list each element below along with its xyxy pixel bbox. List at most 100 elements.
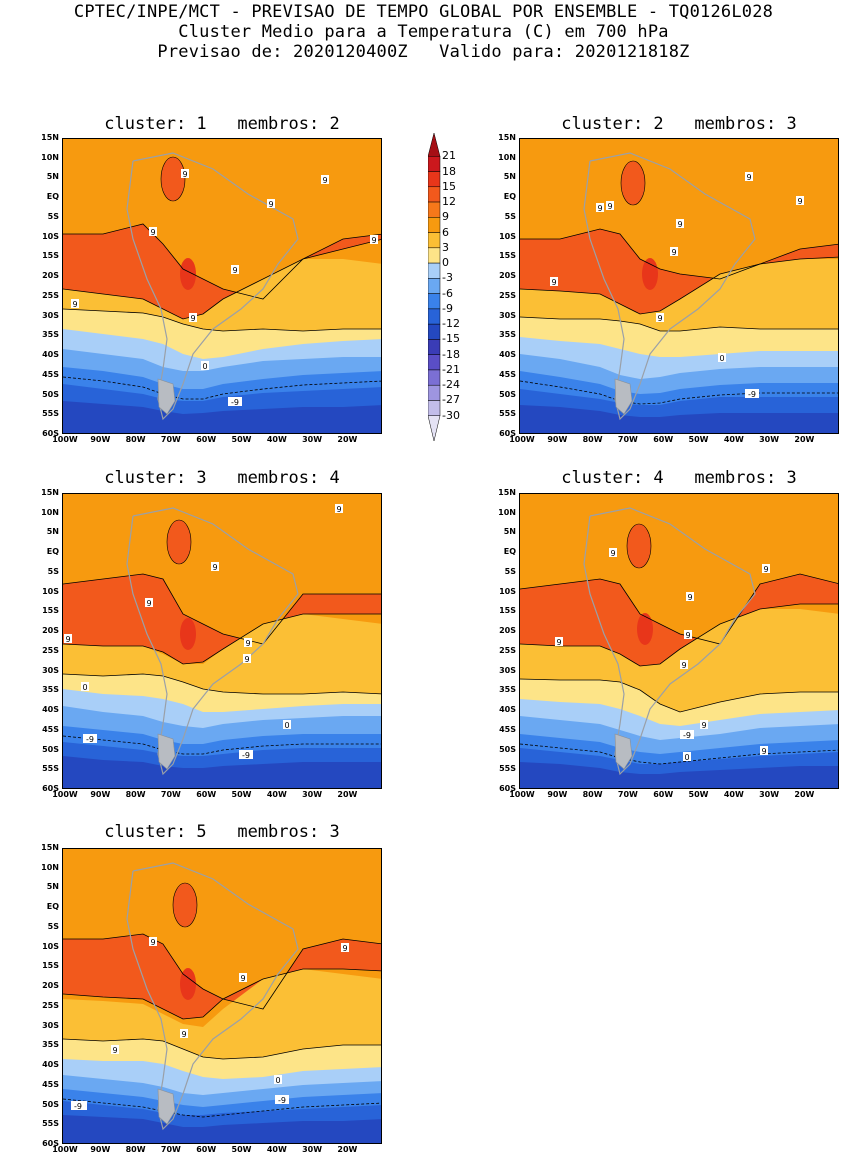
longitude-label: 90W xyxy=(90,435,111,444)
panel-title-5: cluster: 5 membros: 3 xyxy=(104,822,340,842)
contour-label: 9 xyxy=(341,943,349,953)
contour-label: -9 xyxy=(228,397,242,407)
longitude-label: 40W xyxy=(266,435,287,444)
warm-core xyxy=(180,618,196,650)
svg-text:0: 0 xyxy=(684,753,689,762)
latitude-label: 10S xyxy=(499,586,516,596)
latitude-label: EQ xyxy=(46,902,59,912)
latitude-label: 60S xyxy=(42,784,59,793)
coastline xyxy=(583,152,756,421)
warm-core xyxy=(637,613,653,645)
longitude-label: 100W xyxy=(509,790,535,799)
contour-label: 9 xyxy=(796,196,804,206)
svg-text:9: 9 xyxy=(112,1046,117,1055)
latitude-label: 55S xyxy=(499,409,516,419)
colorbar-swatch xyxy=(427,339,441,355)
svg-text:9: 9 xyxy=(240,974,245,983)
contour-0 xyxy=(520,316,838,332)
coastline xyxy=(126,862,299,1131)
svg-text:9: 9 xyxy=(597,204,602,213)
contour-label: 9 xyxy=(71,299,79,309)
contour-label: 9 xyxy=(370,235,378,245)
latitude-label: 30S xyxy=(499,310,516,320)
svg-text:9: 9 xyxy=(181,1030,186,1039)
latitude-label: 10N xyxy=(498,507,516,517)
latitude-label: 60S xyxy=(42,429,59,438)
latitude-label: 45S xyxy=(42,1079,59,1089)
contour-0 xyxy=(520,678,838,713)
latitude-label: 5N xyxy=(503,527,516,537)
contour-label: 9 xyxy=(244,638,252,648)
latitude-label: 40S xyxy=(42,1060,59,1070)
longitude-label: 80W xyxy=(582,790,603,799)
band-minus15-minus12 xyxy=(63,401,381,433)
longitude-label: 40W xyxy=(723,435,744,444)
map-panel-3: 9 9 9 9 9 9 0 0 -9 -9 15N 10N 5N EQ 5S 10S 15S 20S 25S 30S 3… xyxy=(41,488,382,799)
latitude-label: 25S xyxy=(42,1000,59,1010)
svg-text:9: 9 xyxy=(65,635,70,644)
temperature-field: 9 9 9 9 9 9 9 9 0 -9 xyxy=(520,494,838,788)
colorbar-level-label: -30 xyxy=(442,408,460,422)
colorbar-swatch xyxy=(427,247,441,264)
latitude-label: 15S xyxy=(42,606,59,616)
colorbar-level-label: -24 xyxy=(442,378,460,392)
colorbar-swatch xyxy=(427,262,441,279)
colorbar-swatch xyxy=(427,369,441,386)
patagonia-land xyxy=(614,733,633,770)
longitude-label: 100W xyxy=(52,790,78,799)
svg-text:0: 0 xyxy=(284,721,289,730)
longitude-label: 90W xyxy=(90,790,111,799)
contour-label: 9 xyxy=(181,169,189,179)
longitude-label: 30W xyxy=(302,435,323,444)
longitude-label: 40W xyxy=(266,790,287,799)
svg-text:9: 9 xyxy=(610,549,615,558)
contour-label: -9 xyxy=(239,750,253,760)
latitude-label: 20S xyxy=(499,626,516,636)
latitude-label: 5N xyxy=(503,172,516,182)
latitude-label: 15S xyxy=(42,961,59,971)
colorbar-swatch xyxy=(427,400,441,416)
map-panel-1: 9 9 9 9 9 9 9 9 0 -9 15N 10N 5N EQ 5S 10S 15S 20S 25S 30S 35… xyxy=(41,133,382,444)
contour-9-south xyxy=(63,613,381,665)
longitude-label: 40W xyxy=(723,790,744,799)
colorbar-level-label: 3 xyxy=(442,240,449,254)
latitude-label: 50S xyxy=(42,744,59,754)
contour-label: 9 xyxy=(596,203,604,213)
contour-minus9 xyxy=(520,380,838,405)
latitude-label: 10N xyxy=(498,152,516,162)
longitude-label: 30W xyxy=(759,435,780,444)
latitude-label: EQ xyxy=(46,547,59,557)
longitude-label: 30W xyxy=(302,1145,323,1154)
svg-text:-9: -9 xyxy=(242,751,250,760)
svg-text:0: 0 xyxy=(719,354,724,363)
colorbar-swatch xyxy=(427,415,441,442)
contour-label: 9 xyxy=(762,564,770,574)
colorbar-swatch xyxy=(427,278,441,294)
latitude-label: 15N xyxy=(41,488,59,497)
longitude-label: 70W xyxy=(160,1145,181,1154)
contour-label: 9 xyxy=(243,654,251,664)
latitude-label: 60S xyxy=(499,429,516,438)
svg-text:0: 0 xyxy=(202,362,207,371)
contour-9-south xyxy=(520,603,838,667)
longitude-label: 90W xyxy=(547,435,568,444)
colorbar-level-label: -21 xyxy=(442,362,460,376)
latitude-label: 25S xyxy=(499,290,516,300)
contour-label: 9 xyxy=(684,630,692,640)
latitude-label: 30S xyxy=(499,665,516,675)
colorbar-level-label: 21 xyxy=(442,149,456,163)
colorbar-swatch xyxy=(427,132,441,157)
colorbar-level-label: 12 xyxy=(442,195,456,209)
latitude-label: 15S xyxy=(42,251,59,261)
band-9-12 xyxy=(520,574,838,666)
contour-label: 9 xyxy=(149,937,157,947)
contour-label: -9 xyxy=(275,1095,289,1105)
band-9-12 xyxy=(63,224,381,319)
band-minus15-minus12 xyxy=(520,405,838,433)
latitude-label: 55S xyxy=(42,409,59,419)
latitude-label: 10S xyxy=(499,231,516,241)
svg-text:9: 9 xyxy=(72,300,77,309)
contour-label: 9 xyxy=(680,660,688,670)
latitude-label: 5S xyxy=(47,566,59,576)
